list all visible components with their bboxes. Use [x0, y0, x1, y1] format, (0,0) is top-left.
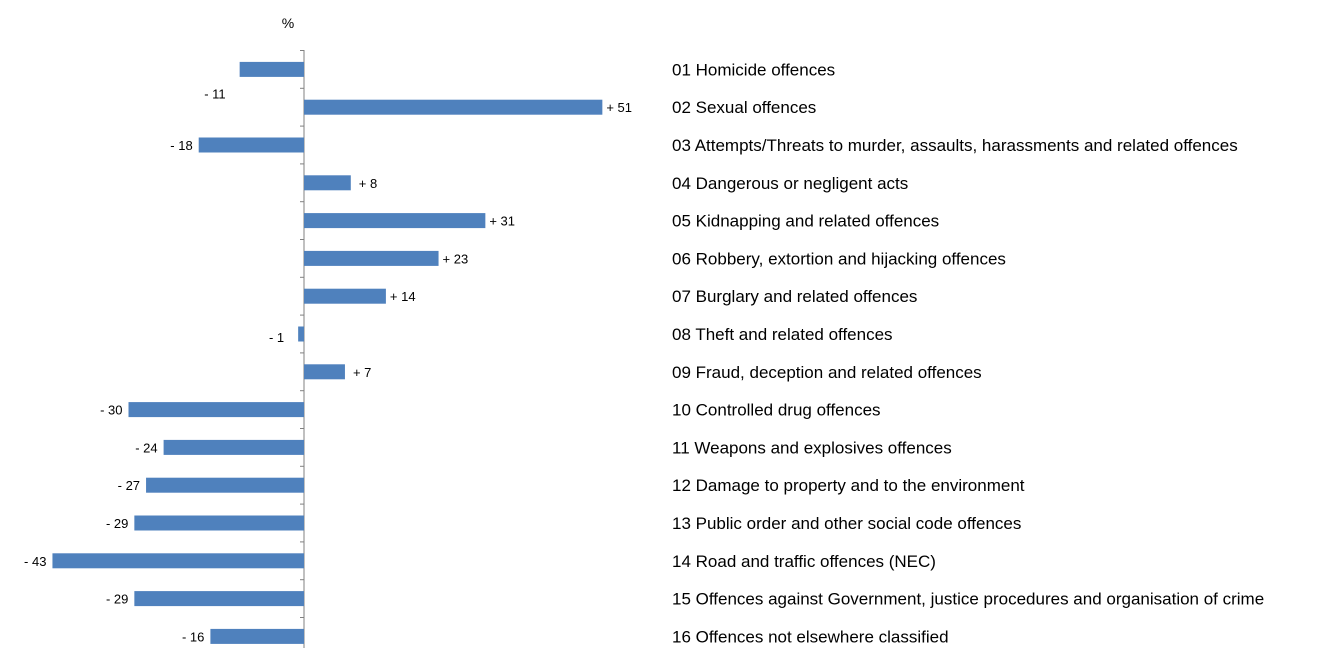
axis-ticks — [300, 50, 304, 618]
bar — [146, 477, 304, 493]
category-label: 01 Homicide offences — [672, 60, 835, 79]
bar — [128, 402, 304, 418]
category-label: 12 Damage to property and to the environ… — [672, 476, 1025, 495]
bar — [210, 628, 304, 644]
category-label: 16 Offences not elsewhere classified — [672, 627, 949, 646]
bar — [304, 175, 351, 191]
category-label: 10 Controlled drug offences — [672, 401, 881, 420]
category-label: 14 Road and traffic offences (NEC) — [672, 552, 936, 571]
bar — [163, 439, 304, 455]
bar — [304, 213, 486, 229]
bar-value-label: - 29 — [106, 592, 128, 607]
category-label: 02 Sexual offences — [672, 98, 816, 117]
bar — [304, 288, 386, 304]
category-label: 09 Fraud, deception and related offences — [672, 363, 982, 382]
bar — [239, 61, 304, 77]
bar-value-label: + 31 — [489, 214, 515, 229]
category-label: 07 Burglary and related offences — [672, 287, 917, 306]
bars — [52, 61, 603, 644]
bar — [304, 250, 439, 266]
bar — [198, 137, 304, 153]
category-label: 13 Public order and other social code of… — [672, 514, 1021, 533]
bar-value-label: - 30 — [100, 403, 122, 418]
bar — [134, 515, 304, 531]
category-label: 06 Robbery, extortion and hijacking offe… — [672, 249, 1006, 268]
category-labels: 01 Homicide offences 02 Sexual offences 03… — [672, 60, 1264, 646]
bar-value-label: - 29 — [106, 516, 128, 531]
bar-value-label: - 18 — [170, 138, 192, 153]
bar — [304, 364, 345, 380]
category-label: 04 Dangerous or negligent acts — [672, 174, 908, 193]
bar-value-label: - 27 — [118, 478, 140, 493]
bar — [134, 591, 304, 607]
bar-value-label: + 23 — [443, 251, 469, 266]
category-label: 03 Attempts/Threats to murder, assaults,… — [672, 136, 1238, 155]
bar-value-label: + 51 — [606, 100, 632, 115]
category-label: 15 Offences against Government, justice … — [672, 590, 1264, 609]
bar-value-label: - 1 — [269, 330, 284, 345]
bar-value-label: - 24 — [135, 440, 157, 455]
category-label: 05 Kidnapping and related offences — [672, 212, 939, 231]
unit-label: % — [282, 15, 294, 31]
category-label: 08 Theft and related offences — [672, 325, 893, 344]
bar — [304, 99, 603, 115]
bar — [298, 326, 304, 342]
bar-value-label: + 7 — [353, 365, 371, 380]
bar-value-label: - 11 — [204, 86, 225, 101]
value-labels: - 11 + 51 - 18 + 8 + 31 + 23 + 14 - 1 + 7 - 30 - 2… — [24, 86, 632, 644]
bar — [52, 553, 305, 569]
bar-value-label: - 16 — [182, 629, 204, 644]
bar-value-label: + 14 — [390, 289, 416, 304]
category-label: 11 Weapons and explosives offences — [672, 438, 952, 457]
bar-value-label: + 8 — [359, 176, 377, 191]
bar-value-label: - 43 — [24, 554, 46, 569]
